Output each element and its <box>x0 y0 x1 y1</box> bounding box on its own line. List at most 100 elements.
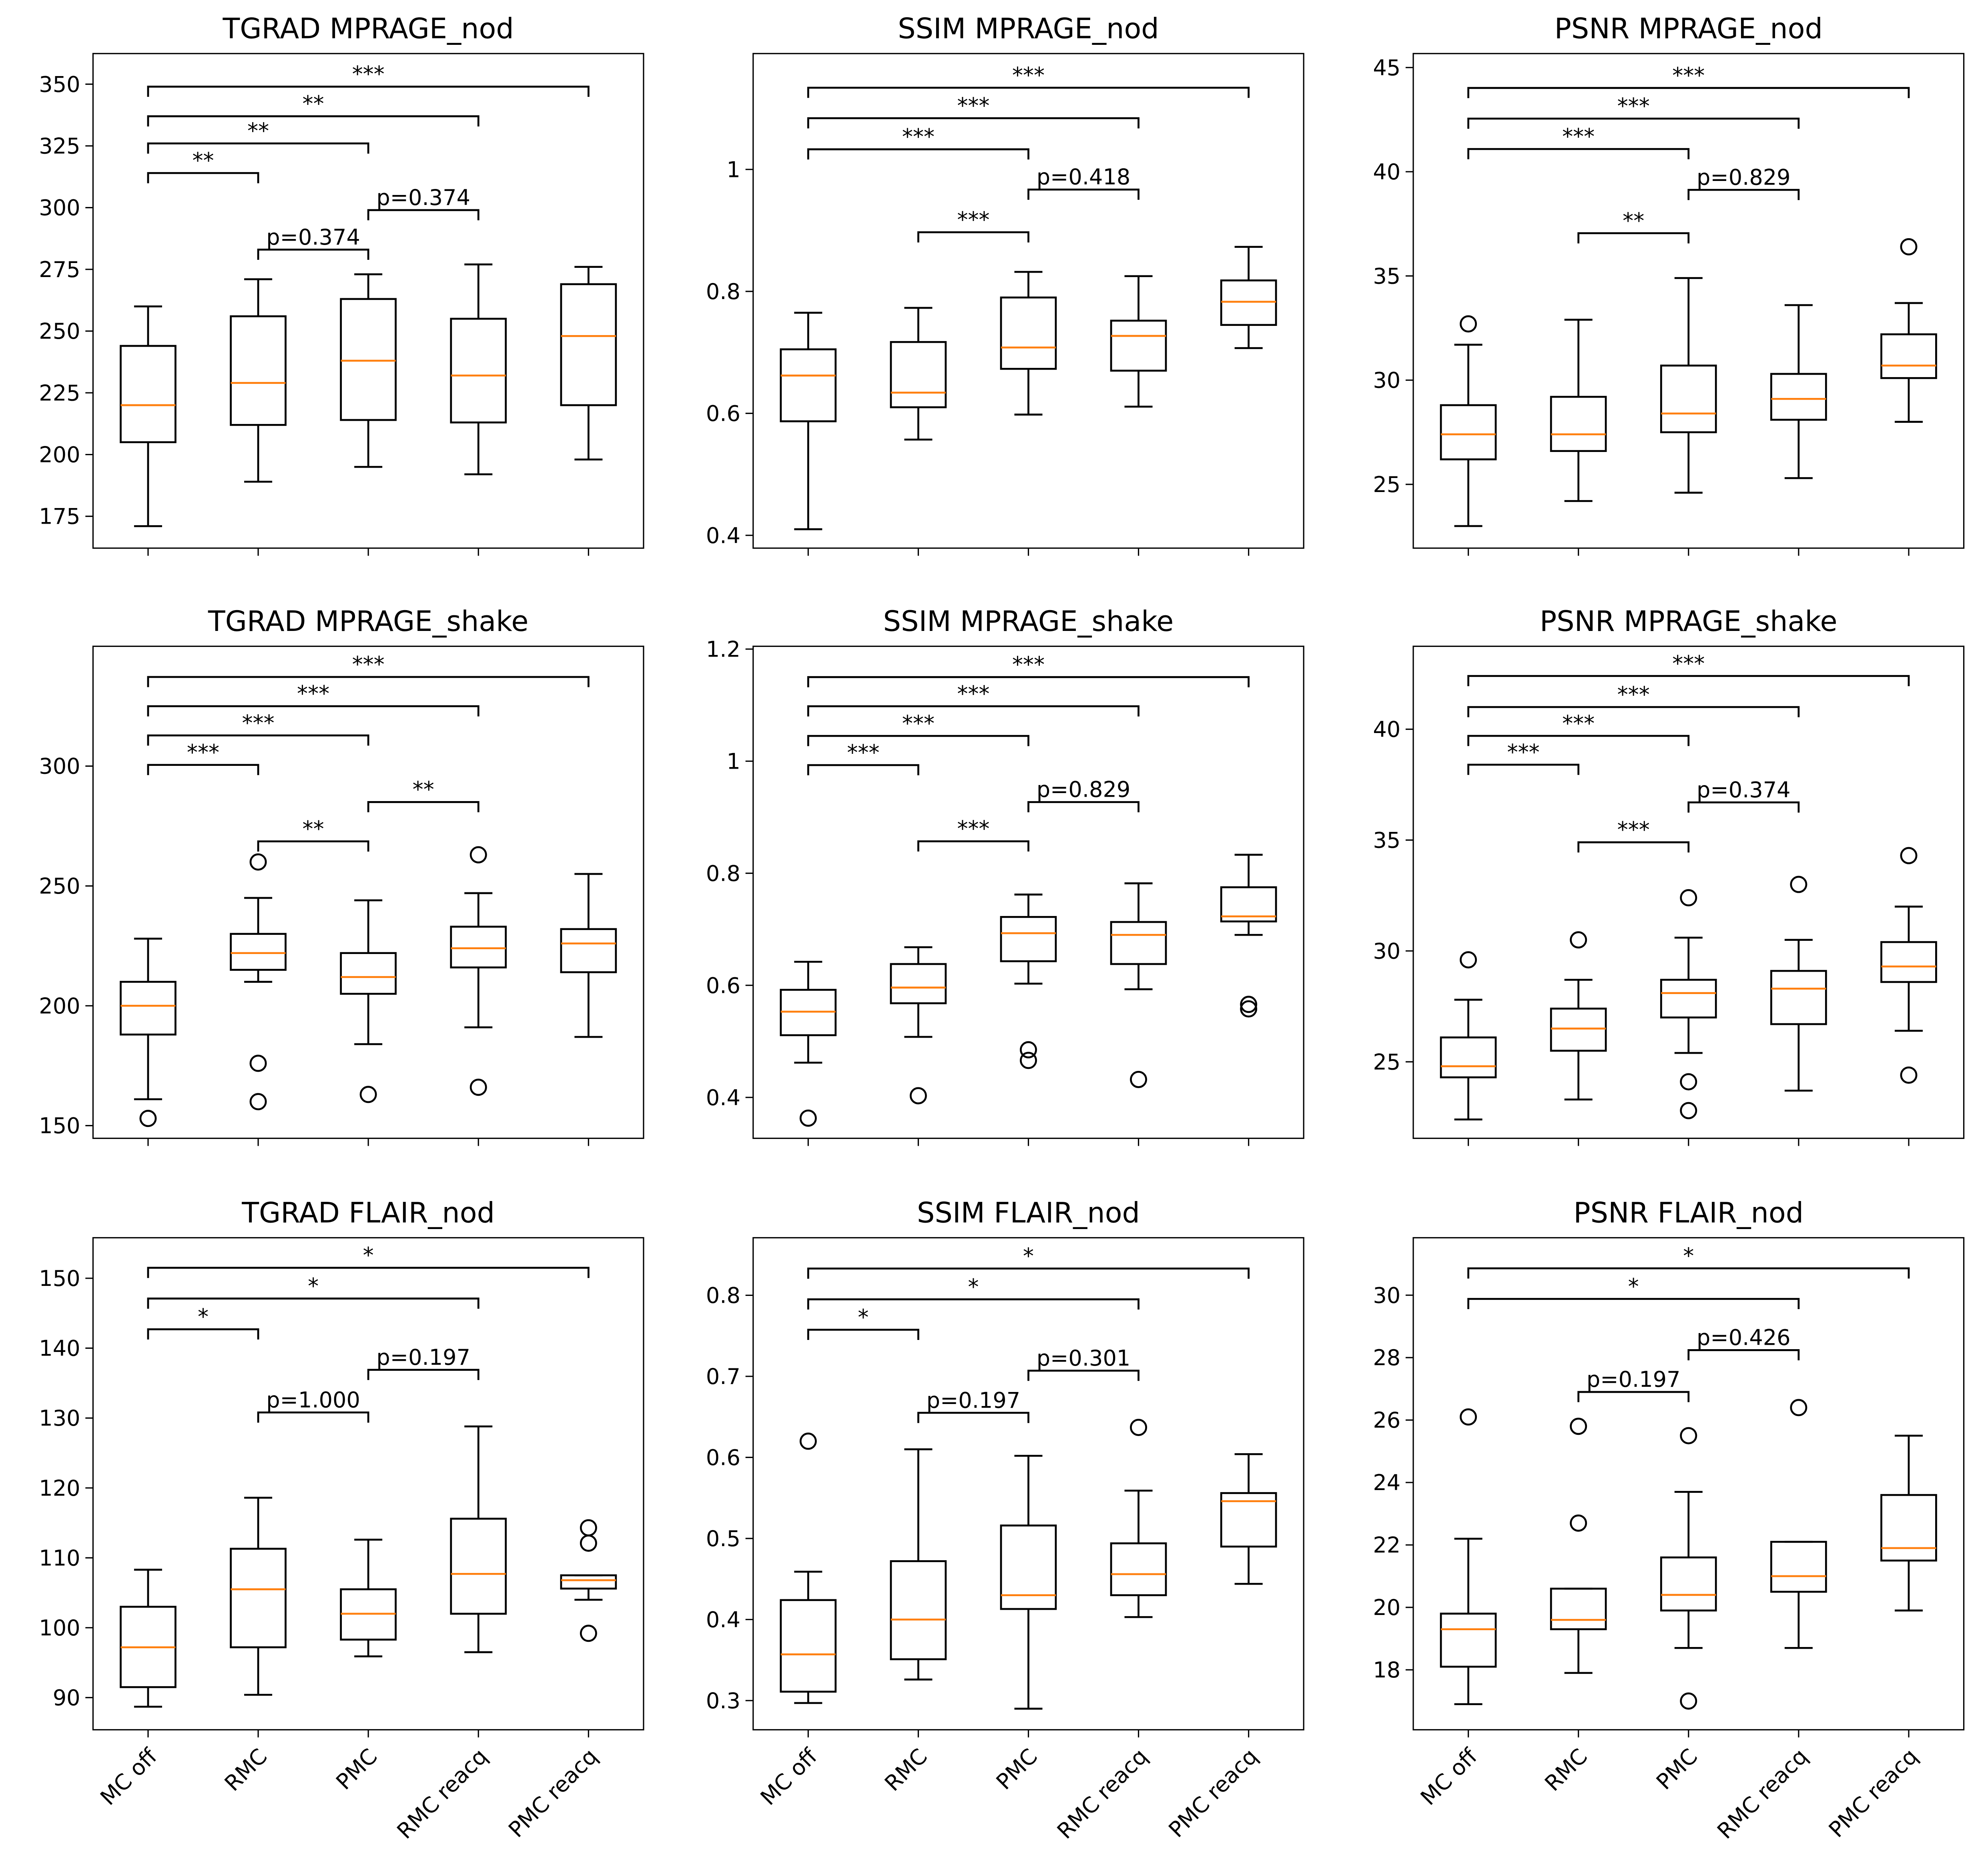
iqr-box <box>1550 1007 1607 1052</box>
y-tick-label: 150 <box>39 1113 80 1139</box>
outlier-point <box>1680 1073 1697 1091</box>
subplot-ssim-flair-nod: SSIM FLAIR_nod 0.3 0.4 0.5 0.6 0.7 0.8 MC off RM… <box>706 1196 1304 1844</box>
significance-label: p=0.301 <box>1037 1346 1131 1371</box>
iqr-box <box>1770 1541 1827 1593</box>
y-tick-label: 120 <box>39 1476 80 1501</box>
box-mc-off <box>1440 951 1497 1121</box>
subplot-title: TGRAD FLAIR_nod <box>241 1196 495 1229</box>
y-tick-label: 26 <box>1373 1408 1400 1433</box>
outlier-point <box>799 1109 817 1127</box>
outlier-point <box>799 1432 817 1450</box>
subplot-title: PSNR MPRAGE_nod <box>1555 12 1823 45</box>
significance-bracket <box>807 1267 1250 1279</box>
outlier-point <box>1790 876 1807 893</box>
significance-label: ** <box>1623 208 1644 233</box>
significance-bracket <box>1467 706 1800 717</box>
y-tick-label: 25 <box>1373 472 1400 497</box>
iqr-box <box>1220 886 1277 923</box>
significance-label: p=0.374 <box>1697 777 1791 803</box>
significance-bracket <box>257 249 369 260</box>
y-tick-label: 30 <box>1373 938 1400 964</box>
significance-label: *** <box>352 62 385 87</box>
significance-bracket <box>147 676 590 687</box>
outlier-point <box>469 1079 487 1096</box>
y-tick-label: 0.3 <box>706 1688 740 1713</box>
y-tick-label: 28 <box>1373 1345 1400 1370</box>
iqr-box <box>1440 404 1497 460</box>
iqr-box <box>230 1548 287 1649</box>
outlier-point <box>1130 1071 1147 1088</box>
outlier-point <box>249 853 267 871</box>
box-pmc <box>340 273 397 468</box>
iqr-box <box>780 348 837 422</box>
significance-label: p=0.374 <box>266 225 360 250</box>
iqr-box <box>120 981 177 1036</box>
significance-label: ** <box>247 119 269 144</box>
box-pmc-reacq <box>1880 847 1937 1084</box>
iqr-box <box>780 1599 837 1693</box>
significance-bracket <box>1577 1391 1690 1402</box>
significance-bracket <box>807 86 1250 98</box>
y-tick-label: 0.6 <box>706 1445 740 1470</box>
significance-label: * <box>1628 1274 1639 1299</box>
x-tick-label: PMC <box>991 1743 1042 1794</box>
significance-bracket <box>1027 801 1139 812</box>
y-tick-label: 40 <box>1373 717 1400 742</box>
x-tick-label: PMC reacq <box>504 1743 602 1842</box>
significance-label: *** <box>957 681 989 706</box>
significance-label: p=0.197 <box>376 1345 470 1370</box>
iqr-box <box>1110 921 1167 965</box>
box-pmc-reacq <box>1220 854 1277 1018</box>
box-rmc-reacq <box>1770 304 1827 479</box>
subplot-title: TGRAD MPRAGE_shake <box>208 605 529 638</box>
box-mc-off <box>1440 1408 1497 1705</box>
significance-bracket <box>1467 735 1690 746</box>
box-pmc <box>340 899 397 1103</box>
box-pmc <box>1660 889 1717 1119</box>
y-tick-label: 200 <box>39 442 80 468</box>
box-rmc-reacq <box>1110 1418 1167 1618</box>
significance-label: p=0.374 <box>376 185 470 210</box>
x-tick-label: RMC <box>1540 1743 1592 1796</box>
outlier-point <box>580 1535 597 1552</box>
box-pmc <box>1000 1454 1057 1710</box>
x-tick-label: RMC reacq <box>1052 1743 1152 1844</box>
box-rmc <box>890 946 947 1105</box>
significance-label: *** <box>1562 711 1595 736</box>
box-pmc <box>340 1539 397 1657</box>
iqr-box <box>450 1518 507 1615</box>
box-mc-off <box>780 961 837 1127</box>
significance-label: *** <box>187 740 219 765</box>
y-tick-label: 0.4 <box>706 1085 740 1110</box>
significance-label: * <box>858 1305 869 1330</box>
iqr-box <box>1220 1492 1277 1548</box>
x-tick-label: PMC <box>331 1743 382 1794</box>
significance-bracket <box>147 705 479 717</box>
x-tick-label: RMC reacq <box>1712 1743 1812 1844</box>
y-tick-label: 18 <box>1373 1657 1400 1683</box>
y-tick-label: 22 <box>1373 1533 1400 1558</box>
significance-bracket <box>1027 189 1139 200</box>
significance-bracket <box>1027 1370 1139 1381</box>
significance-bracket <box>1467 1298 1800 1310</box>
box-pmc <box>1660 1427 1717 1710</box>
axes-frame <box>1412 645 1965 1139</box>
iqr-box <box>1000 916 1057 962</box>
iqr-box <box>1550 396 1607 452</box>
iqr-box <box>230 315 287 426</box>
significance-bracket <box>1687 189 1800 200</box>
y-tick-label: 350 <box>39 72 80 97</box>
y-tick-label: 0.8 <box>706 861 740 886</box>
iqr-box <box>890 963 947 1004</box>
box-rmc <box>1550 319 1607 502</box>
iqr-box <box>1550 1587 1607 1630</box>
box-rmc-reacq <box>450 1425 507 1653</box>
y-tick-label: 0.8 <box>706 1283 740 1308</box>
significance-bracket <box>807 1298 1139 1310</box>
significance-label: * <box>1683 1243 1694 1268</box>
x-tick-label: MC off <box>95 1743 162 1810</box>
significance-bracket <box>1467 117 1800 129</box>
outlier-point <box>1680 1102 1697 1119</box>
iqr-box <box>120 345 177 443</box>
